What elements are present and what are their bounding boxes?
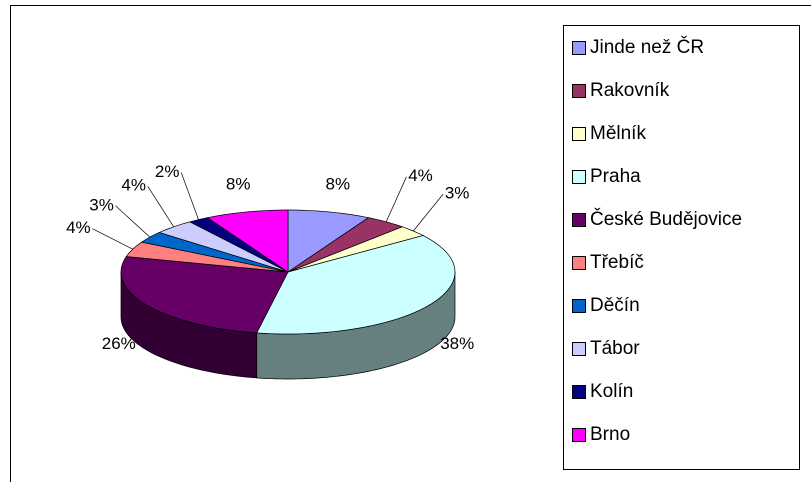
legend-label: Praha	[590, 166, 641, 187]
leader-line	[147, 185, 174, 227]
legend-label: Mělník	[590, 123, 646, 144]
data-label: 3%	[89, 195, 114, 214]
legend-label: Rakovník	[590, 80, 670, 101]
data-label: 4%	[121, 176, 146, 195]
leader-line	[180, 172, 199, 220]
slice	[206, 209, 289, 273]
legend-swatch	[572, 385, 586, 399]
legend-swatch	[572, 342, 586, 356]
slice	[287, 226, 425, 273]
data-label: 4%	[66, 218, 91, 237]
leader-line	[92, 228, 133, 250]
slice	[188, 217, 289, 273]
legend-swatch	[572, 428, 586, 442]
data-label: 8%	[226, 174, 251, 193]
legend-swatch	[572, 84, 586, 98]
legend-swatch	[572, 127, 586, 141]
legend-label: Jinde než ČR	[590, 36, 704, 58]
legend-swatch	[572, 256, 586, 270]
slice	[256, 235, 456, 335]
data-label: 8%	[326, 174, 351, 193]
slice	[120, 256, 289, 334]
data-label: 2%	[155, 162, 180, 181]
leader-line	[115, 205, 151, 238]
legend-label: Kolín	[590, 381, 633, 402]
legend-label: Brno	[590, 424, 630, 445]
slice	[287, 209, 370, 273]
slice	[287, 217, 404, 273]
legend-label: Děčín	[590, 295, 640, 316]
slice	[158, 221, 289, 273]
legend-label: Tábor	[590, 338, 640, 359]
legend-swatch	[572, 41, 586, 55]
legend-swatch	[572, 170, 586, 184]
data-label: 26%	[102, 334, 136, 353]
slice	[140, 232, 289, 273]
legend-box	[563, 25, 800, 470]
chart-border	[10, 5, 811, 482]
leader-line	[385, 176, 407, 222]
legend-swatch	[572, 213, 586, 227]
slice	[125, 241, 289, 273]
data-label: 4%	[408, 166, 433, 185]
legend-label: Třebíč	[590, 252, 644, 273]
data-label: 38%	[440, 334, 474, 353]
data-label: 3%	[445, 184, 470, 203]
legend-label: České Budějovice	[590, 208, 742, 230]
leader-line	[412, 193, 444, 232]
legend-swatch	[572, 299, 586, 313]
